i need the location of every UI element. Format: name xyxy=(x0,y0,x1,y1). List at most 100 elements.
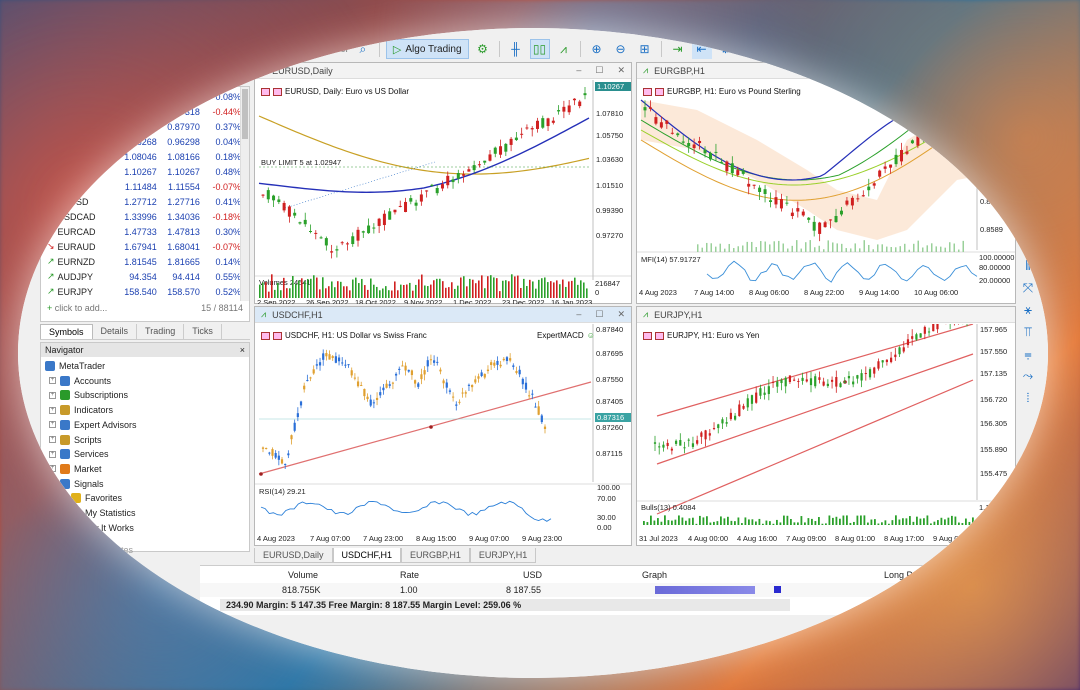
candlestick-icon[interactable]: ▯▯ xyxy=(529,39,550,59)
navigator-item[interactable]: + Accounts xyxy=(49,375,111,386)
maximize-icon[interactable]: ☐ xyxy=(595,65,604,75)
arrows-tool-icon[interactable]: ⤳ xyxy=(1022,368,1034,383)
expand-icon[interactable]: + xyxy=(49,406,56,414)
search-icon[interactable]: ⌕ xyxy=(359,41,367,56)
minimize-icon[interactable]: – xyxy=(576,65,582,75)
chart-shift-icon[interactable]: ⇤ xyxy=(691,39,712,59)
zoom-out-icon[interactable]: ⊖ xyxy=(615,42,626,56)
navigator-item[interactable]: + Scripts xyxy=(49,434,102,445)
bulls-bar xyxy=(870,519,873,525)
navigator-item[interactable]: + Market xyxy=(49,463,102,474)
market-watch-row[interactable]: ↗ 0.08% xyxy=(41,89,241,104)
bar-chart-icon[interactable]: ╫ xyxy=(511,42,520,56)
current-price-label: 0.87316 xyxy=(597,413,624,422)
fibo-tool-icon[interactable]: ⫶ xyxy=(1026,236,1030,251)
tab-eurusd-daily[interactable]: EURUSD,Daily xyxy=(254,548,333,563)
chart-window-eurusd[interactable]: ⩘ EURUSD,Daily – ☐ ✕ 1.10267 1.07810 1.05750… xyxy=(254,62,632,304)
market-watch-row[interactable]: ↗ 1.08046 1.08166 0.18% xyxy=(41,149,241,164)
market-watch-row[interactable]: ↘ USDCAD 1.33996 1.34036 -0.18% xyxy=(41,209,241,224)
arrow-up-icon: ↗ xyxy=(47,136,55,146)
line-tool-icon[interactable]: ⟋ xyxy=(1023,214,1033,229)
auto-scroll-icon[interactable]: ⇥ xyxy=(672,42,683,56)
time-axis-label: 4 Aug 00:00 xyxy=(688,534,728,543)
expand-icon[interactable]: + xyxy=(49,391,56,399)
eurjpy-chart-canvas[interactable]: 157.965 157.550 157.135 156.720 156.305 155.8… xyxy=(637,324,1015,546)
expand-icon[interactable]: + xyxy=(49,465,56,473)
bulls-bar xyxy=(653,520,656,525)
candle-body xyxy=(729,412,732,420)
chart-window-eurgbp[interactable]: ⩘ EURGBP,H1 0.860 0.8599 0.8589 MFI(14) 57.… xyxy=(636,62,1016,304)
cycles-tool-icon[interactable]: ⦙ xyxy=(1026,390,1030,405)
navigator-item[interactable]: + Services xyxy=(49,449,109,460)
expand-icon[interactable]: + xyxy=(49,421,56,429)
volume-bar xyxy=(469,278,471,298)
pitchfork-tool-icon[interactable]: ⤧ xyxy=(1022,280,1034,295)
navigator-item[interactable]: + Signals xyxy=(49,478,104,489)
chart-window-usdchf[interactable]: ⩘ USDCHF,H1 – ☐ ✕ 0.87316 0.87840 0.87695 0.8… xyxy=(254,306,632,546)
chart-window-eurjpy[interactable]: ⩘ EURJPY,H1 157.965 157.550 157.135 156.720… xyxy=(636,306,1016,546)
market-watch-row[interactable]: ↗ EURNZD 1.81545 1.81665 0.14% xyxy=(41,254,241,269)
expand-icon[interactable]: + xyxy=(49,377,56,385)
algo-trading-button[interactable]: ▷ Algo Trading xyxy=(385,39,469,59)
market-watch-row[interactable]: ↗ EURJPY 158.540 158.570 0.52% xyxy=(41,284,241,299)
market-watch-row[interactable]: ↘ CHF 1.11484 1.11554 -0.07% xyxy=(41,179,241,194)
candle-body xyxy=(938,119,942,125)
zoom-in-icon[interactable]: ⊕ xyxy=(591,42,602,56)
volume-bar xyxy=(526,286,528,298)
tab-details[interactable]: Details xyxy=(93,324,138,339)
navigator-item[interactable]: My Statistics xyxy=(71,508,136,518)
close-icon[interactable]: ✕ xyxy=(617,309,625,319)
tab-eurjpy-h1[interactable]: EURJPY,H1 xyxy=(469,548,537,563)
market-watch-row[interactable]: ↘ 1.10267 1.10267 0.48% xyxy=(41,164,241,179)
tab-trading[interactable]: Trading xyxy=(137,324,185,339)
elliott-tool-icon[interactable]: ⫪ xyxy=(1024,324,1032,339)
price-axis-label: 157.135 xyxy=(980,369,1007,378)
navigator-item[interactable]: + Expert Advisors xyxy=(49,419,137,430)
market-watch-row[interactable]: ↗ BPUSD 1.27712 1.27716 0.41% xyxy=(41,194,241,209)
market-watch-row[interactable]: ↗ AUDJPY 94.354 94.414 0.55% xyxy=(41,269,241,284)
navigator-item[interactable]: MetaTrader xyxy=(45,361,105,371)
eurusd-chart-canvas[interactable]: 1.10267 1.07810 1.05750 1.03630 1.01510 0.993… xyxy=(255,80,631,304)
trade-row[interactable]: 818.755K 1.00 8 187.55 xyxy=(200,583,1048,597)
market-watch-row[interactable]: ↗ EURCAD 1.47733 1.47813 0.30% xyxy=(41,224,241,239)
market-watch-row[interactable]: ↗ 0.96268 0.96298 0.04% xyxy=(41,134,241,149)
close-icon[interactable]: ✕ xyxy=(617,65,625,75)
navigator-item[interactable]: + Indicators xyxy=(49,405,113,416)
market-watch-row[interactable]: ↗ 87 0.87970 0.37% xyxy=(41,119,241,134)
minimize-icon[interactable]: – xyxy=(576,309,582,319)
price-axis-label: 155.475 xyxy=(980,469,1007,478)
add-symbol-link[interactable]: + click to add... xyxy=(47,303,107,317)
expand-icon[interactable]: + xyxy=(49,480,56,488)
tab-usdchf-h1[interactable]: USDCHF,H1 xyxy=(332,548,402,563)
eurgbp-chart-canvas[interactable]: 0.860 0.8599 0.8589 MFI(14) 57.91727 100.000… xyxy=(637,80,1015,304)
arrow-down-icon: ↘ xyxy=(47,106,55,116)
navigator-item[interactable]: + Subscriptions xyxy=(49,390,128,401)
volume-bar xyxy=(352,279,354,298)
line-chart-icon[interactable]: ⩘ xyxy=(560,41,567,56)
settings-icon[interactable]: ⚙ xyxy=(720,42,731,56)
tab-eurgbp-h1[interactable]: EURGBP,H1 xyxy=(401,548,470,563)
tab-ticks[interactable]: Ticks xyxy=(184,324,222,339)
gann-tool-icon[interactable]: ⚹ xyxy=(1024,302,1032,317)
tab-symbols[interactable]: Symbols xyxy=(40,324,93,339)
bulls-bar xyxy=(643,521,645,525)
channel-tool-icon[interactable]: ⫴ xyxy=(1025,258,1031,273)
navigator-item[interactable]: Favorites xyxy=(71,493,122,504)
tile-windows-icon[interactable]: ⊞ xyxy=(639,42,650,56)
market-watch-row[interactable]: ↘ EURAUD 1.67941 1.68041 -0.07% xyxy=(41,239,241,254)
expand-icon[interactable]: + xyxy=(49,436,56,443)
market-watch-row[interactable]: ↘ 7318 -0.44% xyxy=(41,104,241,119)
navigator-panel: Navigator × tes MetaTrader + Accounts + Subs… xyxy=(40,342,250,555)
shapes-tool-icon[interactable]: ⩦ xyxy=(1024,346,1032,361)
scrollbar-thumb[interactable] xyxy=(242,89,248,139)
close-icon[interactable]: × xyxy=(239,345,245,355)
candle-body xyxy=(687,439,690,441)
scrollbar[interactable] xyxy=(240,87,249,301)
candle-body xyxy=(277,455,280,460)
maximize-icon[interactable]: ☐ xyxy=(595,309,604,319)
options-gear-icon[interactable]: ⚙ xyxy=(477,42,488,56)
navigator-item[interactable]: low It Works xyxy=(71,522,134,533)
usdchf-chart-canvas[interactable]: 0.87316 0.87840 0.87695 0.87550 0.87405 0.872… xyxy=(255,324,631,546)
bulls-bar xyxy=(842,515,845,525)
expand-icon[interactable]: + xyxy=(49,450,56,458)
